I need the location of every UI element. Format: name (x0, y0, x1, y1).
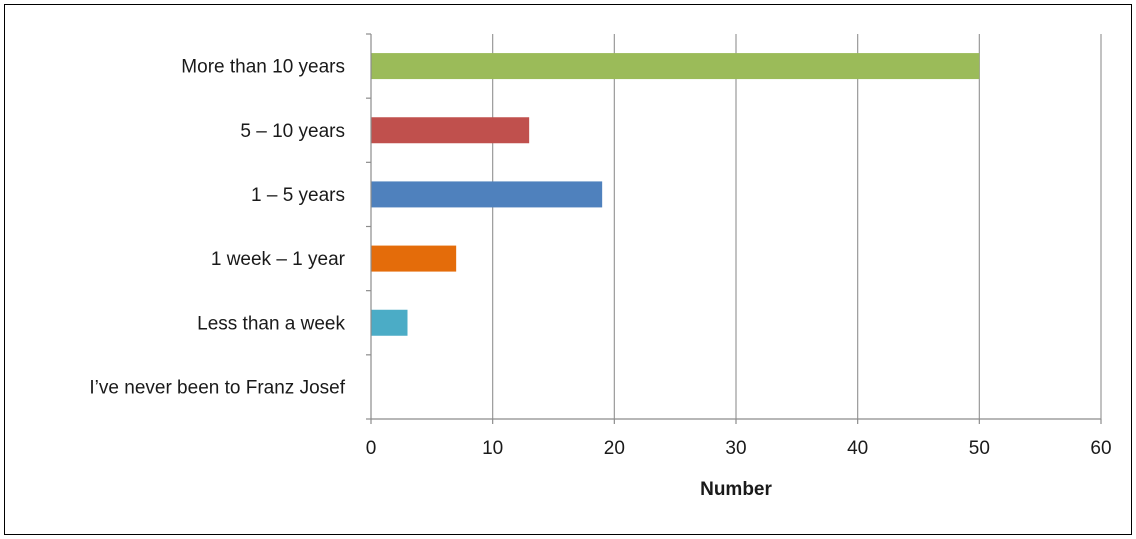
bar-4 (371, 309, 408, 336)
category-label-1: 5 – 10 years (240, 121, 345, 142)
category-label-4: Less than a week (197, 313, 345, 334)
x-tick-label-4: 40 (847, 438, 868, 459)
x-tick-label-1: 10 (482, 438, 503, 459)
bar-2 (371, 181, 603, 208)
category-label-0: More than 10 years (181, 57, 345, 78)
category-label-3: 1 week – 1 year (211, 249, 346, 270)
category-label-5: I’ve never been to Franz Josef (89, 377, 345, 398)
bar-0 (371, 53, 980, 80)
x-tick-label-6: 60 (1090, 438, 1111, 459)
x-tick-label-5: 50 (969, 438, 990, 459)
bars (371, 53, 980, 336)
chart-frame (4, 4, 1132, 535)
x-axis-title: Number (700, 479, 772, 500)
bar-1 (371, 117, 530, 144)
bar-3 (371, 245, 457, 272)
axes (366, 33, 1102, 424)
x-tick-label-2: 20 (604, 438, 625, 459)
x-tick-label-3: 30 (725, 438, 746, 459)
category-labels: More than 10 years 5 – 10 years 1 – 5 year… (89, 57, 345, 399)
gridlines (492, 34, 1102, 419)
x-tick-label-0: 0 (366, 438, 377, 459)
x-tick-labels: 0 10 20 30 40 50 60 (366, 438, 1112, 459)
category-label-2: 1 – 5 years (251, 185, 345, 206)
